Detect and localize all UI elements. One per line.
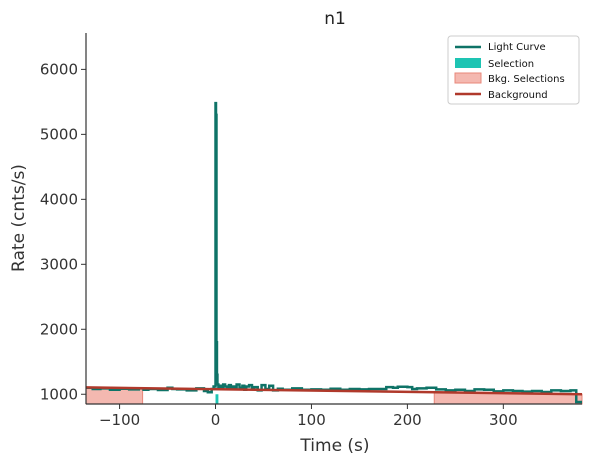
background-line bbox=[85, 386, 583, 396]
y-tick-label: 1000 bbox=[40, 385, 78, 403]
legend-selection-swatch bbox=[455, 58, 481, 68]
y-axis-title: Rate (cnts/s) bbox=[9, 164, 29, 272]
legend-selection-label: Selection bbox=[488, 59, 534, 70]
legend: Light Curve Selection Bkg. Selections Ba… bbox=[447, 35, 580, 105]
x-tick-label: −100 bbox=[99, 411, 140, 429]
legend-frame bbox=[447, 35, 580, 105]
x-tick-label: 300 bbox=[489, 411, 518, 429]
y-tick-label: 2000 bbox=[40, 320, 78, 338]
y-tick-label: 4000 bbox=[40, 190, 78, 208]
legend-background-label: Background bbox=[488, 90, 548, 101]
y-tick-label: 5000 bbox=[40, 125, 78, 143]
x-tick-label: 100 bbox=[297, 411, 326, 429]
y-tick-label: 6000 bbox=[40, 60, 78, 78]
legend-bkg-selections-swatch bbox=[454, 72, 482, 84]
chart-title: n1 bbox=[324, 9, 346, 29]
legend-light-curve-label: Light Curve bbox=[488, 42, 546, 53]
x-tick-label: 0 bbox=[211, 411, 221, 429]
light-curve-line bbox=[86, 101, 582, 404]
selection-region bbox=[215, 394, 219, 404]
plot-area: −100 0 100 200 300 1000 2000 3000 4000 5000 6000 bbox=[40, 33, 583, 429]
legend-bkg-selections-label: Bkg. Selections bbox=[488, 74, 565, 85]
x-tick-label: 200 bbox=[393, 411, 422, 429]
y-tick-label: 3000 bbox=[40, 255, 78, 273]
x-axis-title: Time (s) bbox=[299, 436, 369, 456]
